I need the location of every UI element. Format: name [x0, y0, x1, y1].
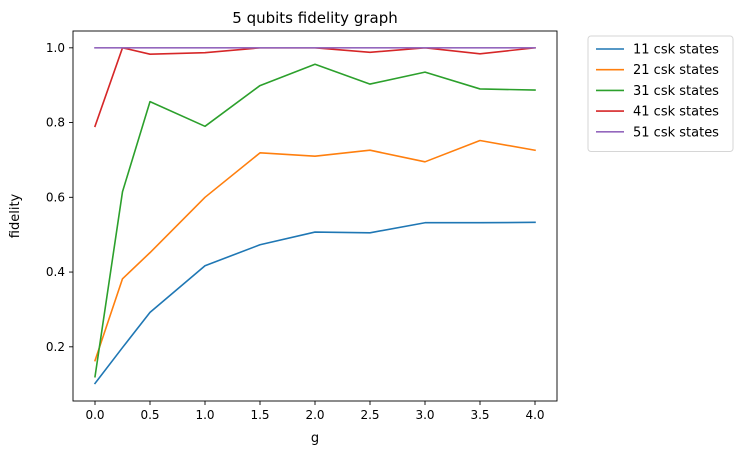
legend-label-3: 31 csk states	[633, 84, 719, 99]
axes: 0.0 0.5 1.0 1.5 2.0 2.5 3.0 3.5 4.0 0.2 0.4 0.6 0.8 1…	[46, 30, 558, 422]
y-axis-label: fidelity	[8, 193, 23, 238]
x-tick-label: 3.0	[415, 408, 434, 422]
series-line-1	[93, 221, 536, 385]
legend-label-5: 51 csk states	[633, 125, 719, 140]
series-line-4	[93, 46, 536, 128]
x-axis-label: g	[311, 431, 319, 446]
x-tick-label: 3.5	[470, 408, 489, 422]
y-tick-label: 0.4	[46, 265, 65, 279]
chart-title: 5 qubits fidelity graph	[232, 9, 397, 27]
plot-area	[93, 46, 536, 385]
x-tick-label: 2.0	[305, 408, 324, 422]
legend-label-4: 41 csk states	[633, 105, 719, 120]
y-tick-label: 1.0	[46, 41, 65, 55]
x-tick-label: 2.5	[360, 408, 379, 422]
y-tick-label: 0.2	[46, 340, 65, 354]
y-tick-label: 0.6	[46, 190, 65, 204]
x-tick-label: 1.5	[250, 408, 269, 422]
y-tick-label: 0.8	[46, 116, 65, 130]
x-tick-label: 4.0	[525, 408, 544, 422]
plot-frame	[72, 30, 558, 402]
series-line-2	[93, 139, 536, 362]
legend-label-2: 21 csk states	[633, 63, 719, 78]
legend: 11 csk states 21 csk states 31 csk states 4…	[587, 35, 734, 152]
legend-label-1: 11 csk states	[633, 43, 719, 58]
x-tick-label: 0.0	[85, 408, 104, 422]
x-tick-label: 1.0	[195, 408, 214, 422]
series-line-3	[94, 63, 536, 378]
legend-box	[587, 35, 734, 152]
x-tick-label: 0.5	[140, 408, 159, 422]
